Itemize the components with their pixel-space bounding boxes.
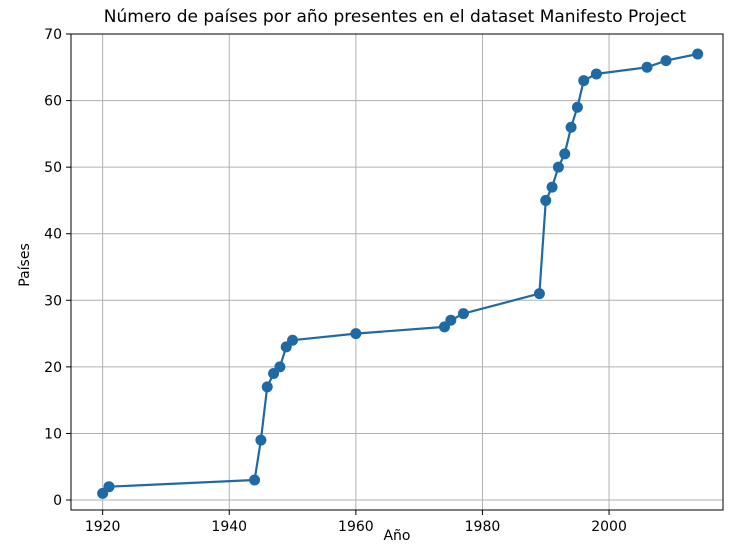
data-point <box>660 55 672 67</box>
data-point <box>641 61 653 73</box>
y-axis-label: Países <box>17 243 33 286</box>
x-tick-label: 1960 <box>338 519 374 535</box>
data-point <box>261 381 273 393</box>
y-tick-label: 10 <box>44 426 62 442</box>
data-point <box>565 121 577 133</box>
data-point <box>249 474 261 486</box>
data-point <box>692 48 704 60</box>
plot-frame <box>70 33 724 511</box>
x-tick-label: 2000 <box>591 519 627 535</box>
x-tick-label: 1920 <box>85 519 121 535</box>
data-point <box>571 101 583 113</box>
x-tick-label: 1940 <box>211 519 247 535</box>
series-layer <box>97 48 704 499</box>
y-tick-label: 20 <box>44 360 62 376</box>
data-point <box>590 68 602 80</box>
data-point <box>274 361 286 373</box>
x-tick-label: 1980 <box>465 519 501 535</box>
data-point <box>552 161 564 173</box>
series-line <box>101 52 698 495</box>
data-point <box>559 148 571 160</box>
y-tick-label: 0 <box>53 493 62 509</box>
data-point <box>533 288 545 300</box>
y-tick-label: 70 <box>44 27 62 43</box>
data-point <box>445 314 457 326</box>
data-point <box>540 194 552 206</box>
chart-title: Número de países por año presentes en el… <box>104 7 687 27</box>
data-point <box>103 481 115 493</box>
data-point <box>350 328 362 340</box>
data-point <box>578 75 590 87</box>
y-tick-label: 60 <box>44 94 62 110</box>
data-point <box>457 308 469 320</box>
x-axis-label: Año <box>383 528 410 544</box>
y-tick-label: 30 <box>44 293 62 309</box>
data-point <box>287 334 299 346</box>
grid <box>71 33 723 510</box>
data-point <box>546 181 558 193</box>
y-tick-label: 40 <box>44 227 62 243</box>
data-point <box>255 434 267 446</box>
ticks: 1920 1940 1960 1980 2000 0 10 20 30 40 50 60 70 <box>44 27 627 535</box>
y-tick-label: 50 <box>44 160 62 176</box>
